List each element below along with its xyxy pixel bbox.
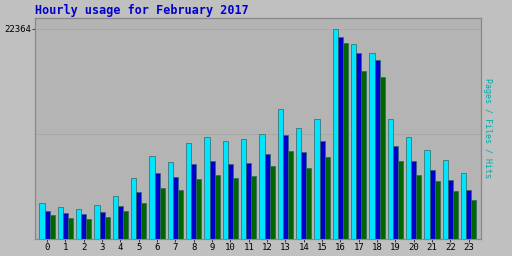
Bar bbox=[333, 29, 338, 239]
Bar bbox=[406, 137, 411, 239]
Bar bbox=[343, 42, 348, 239]
Bar bbox=[351, 44, 356, 239]
Bar bbox=[136, 192, 141, 239]
Bar bbox=[204, 137, 209, 239]
Bar bbox=[306, 168, 311, 239]
Bar bbox=[118, 206, 123, 239]
Bar bbox=[393, 146, 398, 239]
Bar bbox=[76, 209, 81, 239]
Bar bbox=[251, 176, 257, 239]
Bar bbox=[173, 177, 178, 239]
Bar bbox=[155, 173, 160, 239]
Bar bbox=[197, 179, 202, 239]
Bar bbox=[448, 179, 453, 239]
Bar bbox=[113, 196, 118, 239]
Bar bbox=[388, 119, 393, 239]
Bar bbox=[314, 119, 319, 239]
Bar bbox=[87, 219, 92, 239]
Bar bbox=[186, 143, 191, 239]
Bar bbox=[283, 135, 288, 239]
Bar bbox=[338, 37, 343, 239]
Bar bbox=[424, 151, 430, 239]
Bar bbox=[472, 200, 477, 239]
Bar bbox=[296, 128, 301, 239]
Bar bbox=[228, 164, 233, 239]
Bar bbox=[104, 217, 110, 239]
Bar bbox=[356, 53, 361, 239]
Bar bbox=[233, 178, 238, 239]
Bar bbox=[375, 60, 380, 239]
Bar bbox=[288, 151, 293, 239]
Bar bbox=[270, 166, 275, 239]
Bar bbox=[209, 161, 215, 239]
Bar bbox=[160, 188, 165, 239]
Bar bbox=[141, 203, 146, 239]
Bar bbox=[246, 163, 251, 239]
Bar bbox=[223, 141, 228, 239]
Text: Hourly usage for February 2017: Hourly usage for February 2017 bbox=[35, 4, 249, 17]
Bar bbox=[361, 71, 367, 239]
Bar bbox=[68, 218, 73, 239]
Bar bbox=[99, 212, 104, 239]
Bar bbox=[435, 182, 440, 239]
Bar bbox=[416, 175, 421, 239]
Bar bbox=[380, 77, 385, 239]
Bar bbox=[265, 154, 270, 239]
Bar bbox=[398, 161, 403, 239]
Bar bbox=[260, 134, 265, 239]
Bar bbox=[63, 213, 68, 239]
Bar bbox=[453, 191, 458, 239]
Bar bbox=[215, 175, 220, 239]
Bar bbox=[150, 156, 155, 239]
Bar bbox=[241, 139, 246, 239]
Bar bbox=[45, 210, 50, 239]
Bar bbox=[411, 161, 416, 239]
Bar bbox=[178, 190, 183, 239]
Bar bbox=[319, 141, 325, 239]
Bar bbox=[461, 173, 466, 239]
Bar bbox=[278, 109, 283, 239]
Bar bbox=[370, 53, 375, 239]
Bar bbox=[50, 215, 55, 239]
Bar bbox=[123, 210, 128, 239]
Bar bbox=[39, 203, 45, 239]
Bar bbox=[191, 164, 197, 239]
Bar bbox=[168, 162, 173, 239]
Bar bbox=[443, 160, 448, 239]
Bar bbox=[81, 214, 87, 239]
Bar bbox=[430, 170, 435, 239]
Bar bbox=[94, 205, 99, 239]
Bar bbox=[301, 152, 306, 239]
Bar bbox=[131, 178, 136, 239]
Bar bbox=[466, 190, 472, 239]
Y-axis label: Pages / Files / Hits: Pages / Files / Hits bbox=[483, 79, 493, 178]
Bar bbox=[325, 157, 330, 239]
Bar bbox=[58, 207, 63, 239]
